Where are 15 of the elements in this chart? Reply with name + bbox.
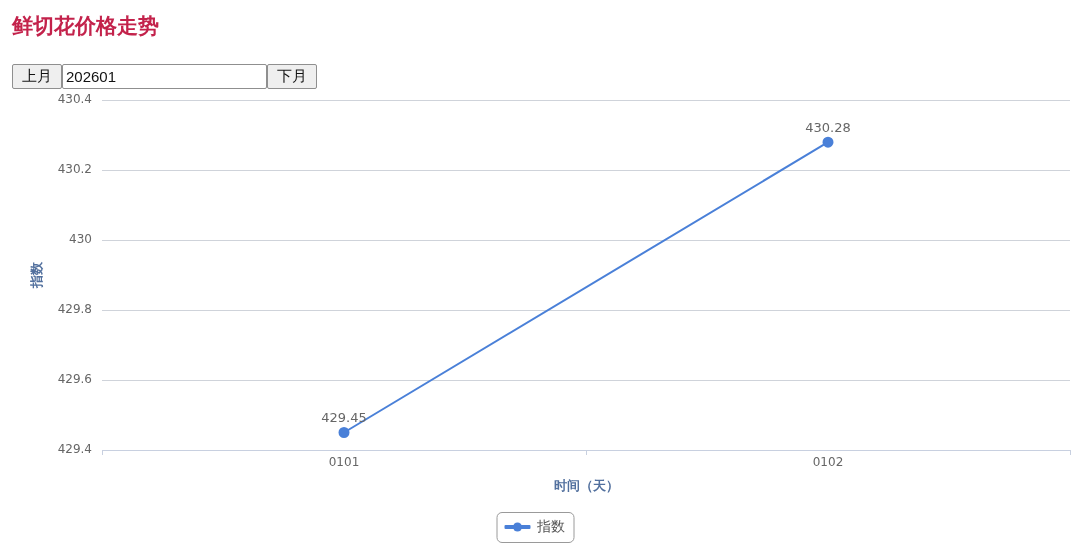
y-tick-label: 429.6 bbox=[57, 372, 92, 387]
x-tick-label: 0101 bbox=[328, 455, 360, 470]
y-tick-label: 430.2 bbox=[57, 162, 92, 177]
legend-label: 指数 bbox=[535, 517, 565, 534]
y-tick-label: 430 bbox=[69, 232, 92, 247]
y-tick-label: 429.8 bbox=[57, 302, 92, 317]
x-tick-label: 0102 bbox=[812, 455, 844, 470]
text-field: 202601 bbox=[62, 64, 267, 89]
data-label: 430.28 bbox=[805, 120, 851, 136]
y-tick-label: 430.4 bbox=[57, 92, 92, 107]
y-tick-label: 429.4 bbox=[57, 442, 92, 457]
x-axis-title: 时间（天） bbox=[553, 477, 619, 493]
data-label: 429.45 bbox=[321, 410, 367, 426]
chart-title: 鲜切花价格走势 bbox=[12, 13, 159, 40]
y-axis-title: 指数 bbox=[29, 261, 45, 290]
